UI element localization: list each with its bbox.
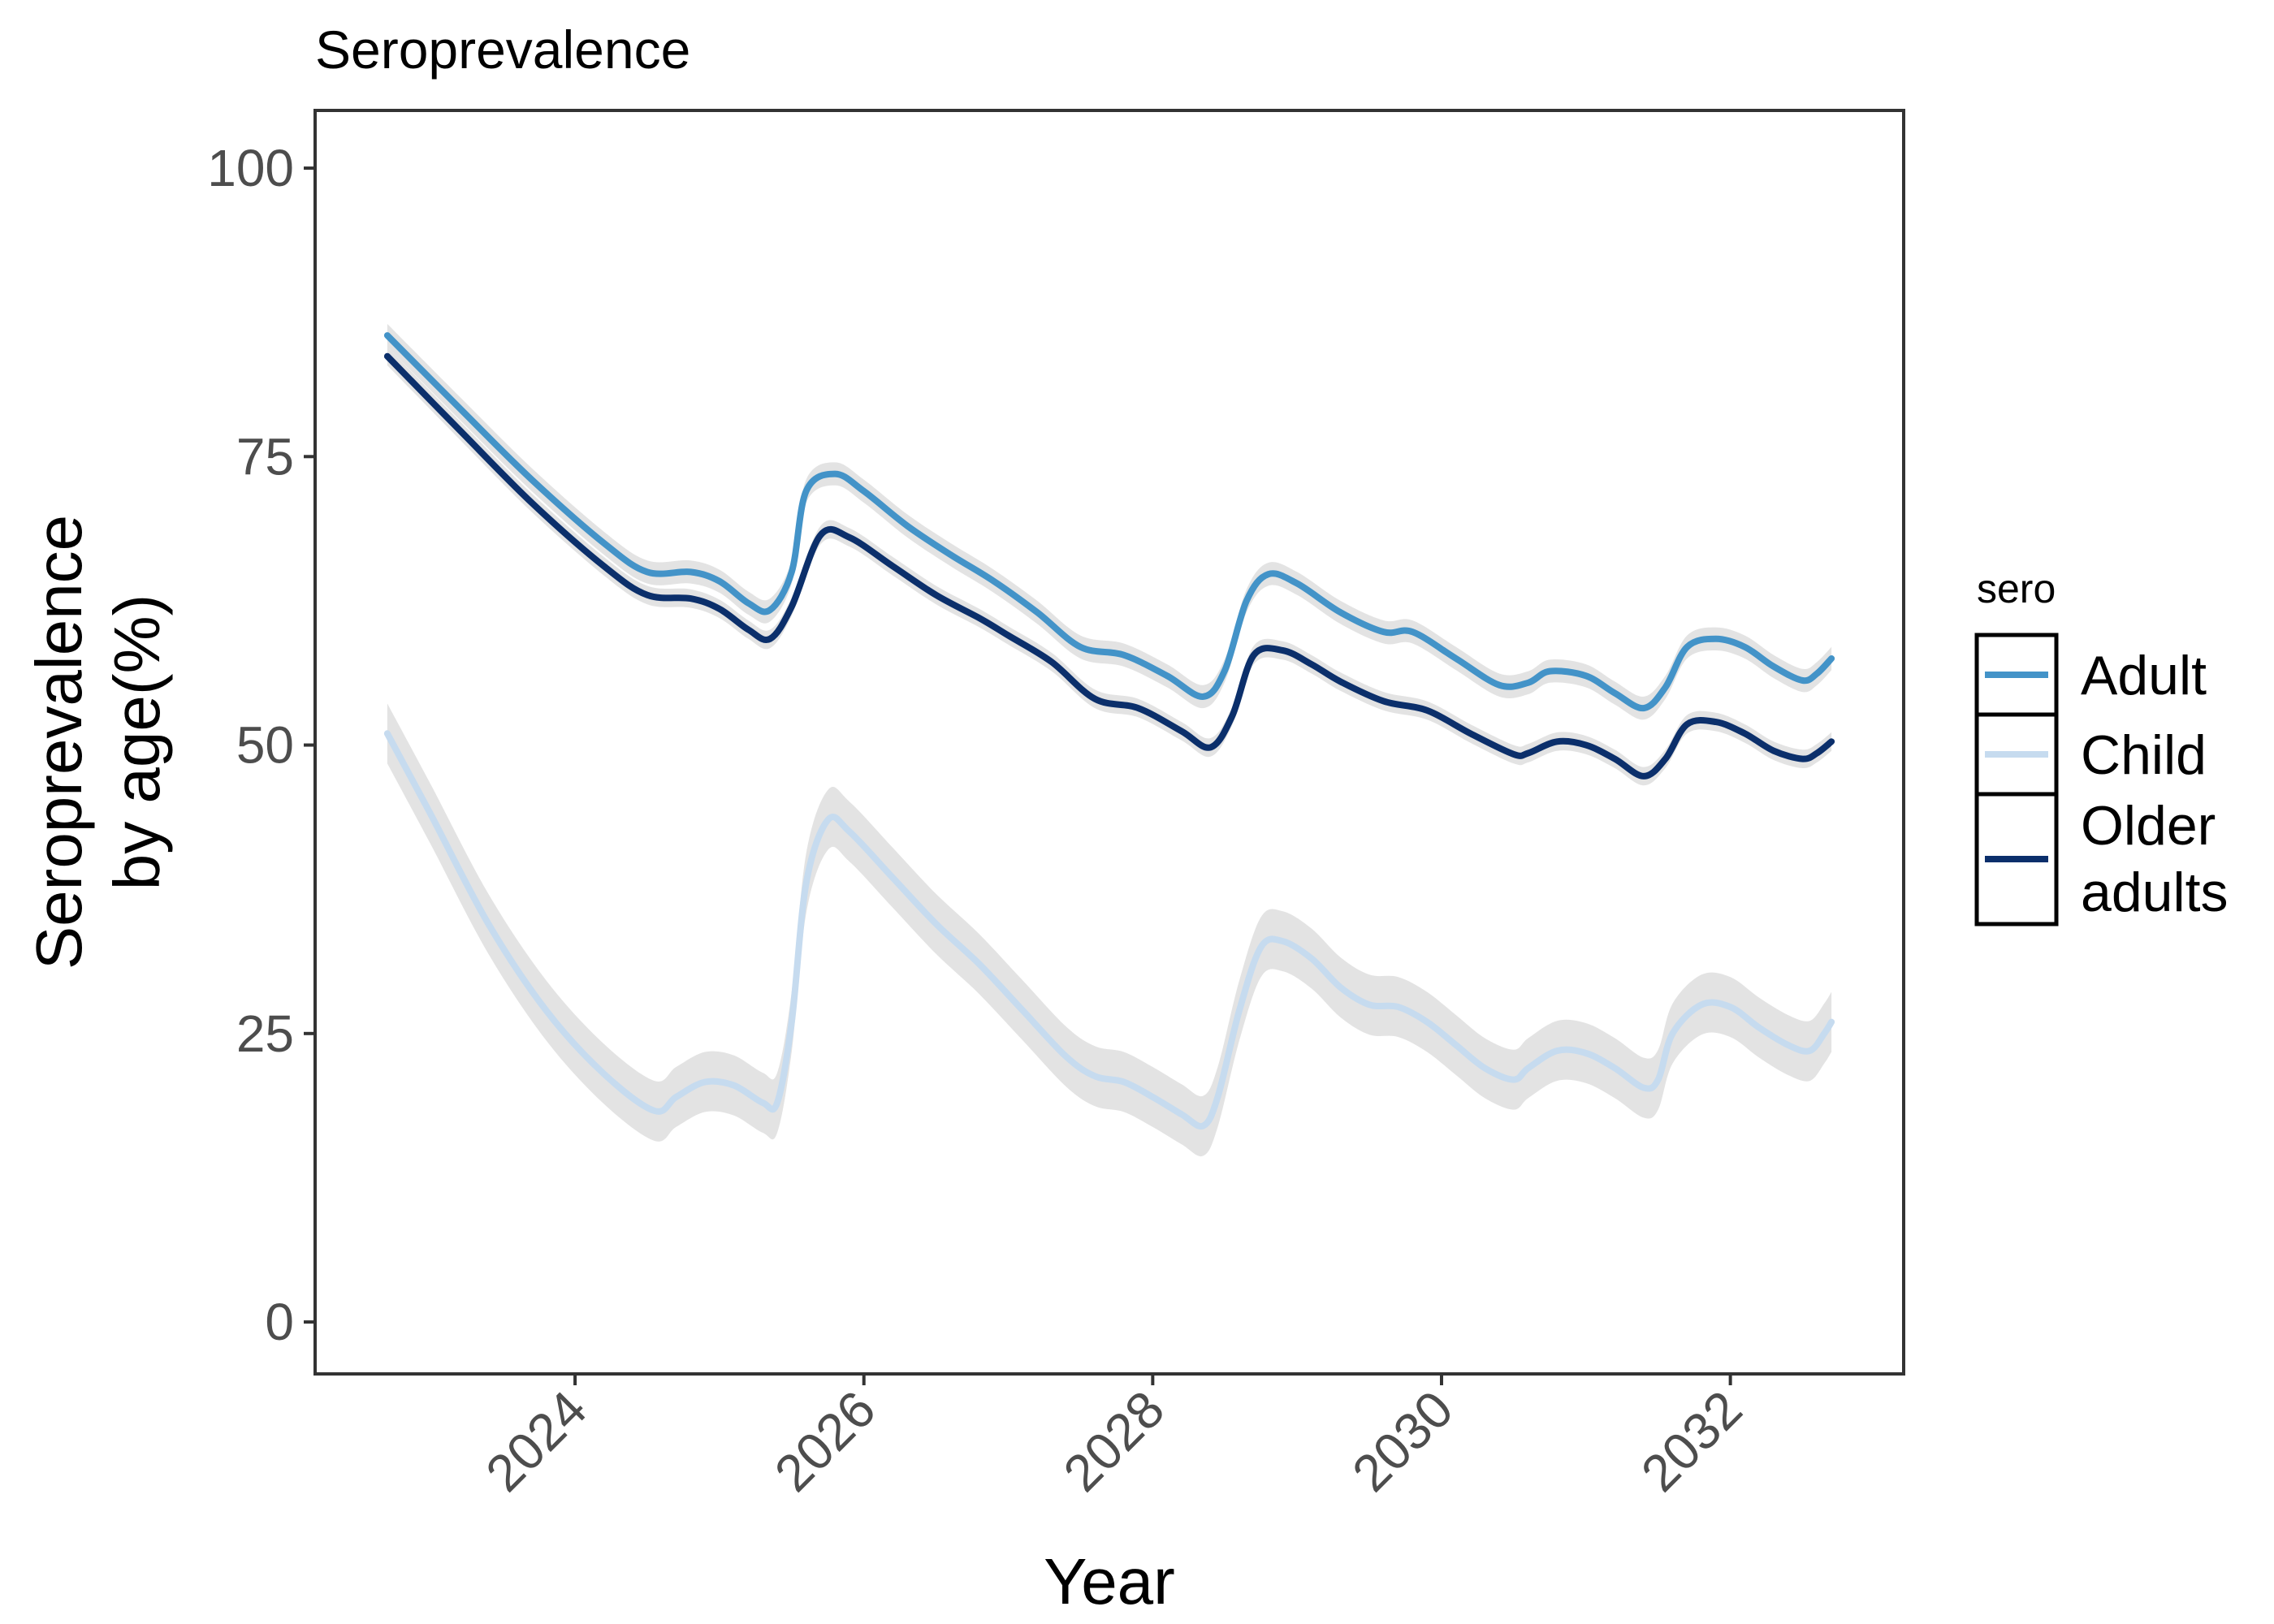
chart-title: Seroprevalence [315,19,690,80]
y-tick-label: 0 [265,1293,294,1351]
legend-label-older-adults: adults [2081,862,2228,923]
y-axis: 0 25 50 75 100 [207,139,315,1351]
y-axis-title-line-2: by age(%) [101,594,173,891]
y-axis-title-line-1: Seroprevalence [23,515,95,970]
band-child [387,703,1832,1157]
x-tick-label: 2026 [763,1380,887,1503]
series-lines [383,332,1835,1130]
y-tick-label: 25 [236,1004,294,1063]
band-older-adults [387,347,1832,786]
line-child [383,730,1835,1130]
line-older-adults [383,352,1835,780]
legend-label-child: Child [2081,724,2207,786]
x-axis: 2024 2026 2028 2030 2032 [474,1374,1753,1503]
x-tick-label: 2024 [474,1380,598,1503]
legend-label-older-adults: Older [2081,795,2216,857]
plot-panel [313,109,1905,1376]
y-axis-title: Seroprevalence by age(%) [23,515,173,970]
confidence-bands [387,323,1832,1157]
line-adult [383,332,1835,712]
y-tick-label: 75 [236,427,294,486]
x-tick-label: 2028 [1053,1380,1176,1503]
legend-title: sero [1977,566,2056,611]
y-tick-label: 50 [236,716,294,775]
x-axis-title: Year [1044,1545,1175,1618]
x-tick-label: 2030 [1341,1380,1464,1503]
x-tick-label: 2032 [1630,1380,1753,1503]
legend-label-adult: Adult [2081,645,2207,706]
y-tick-label: 100 [207,139,294,197]
